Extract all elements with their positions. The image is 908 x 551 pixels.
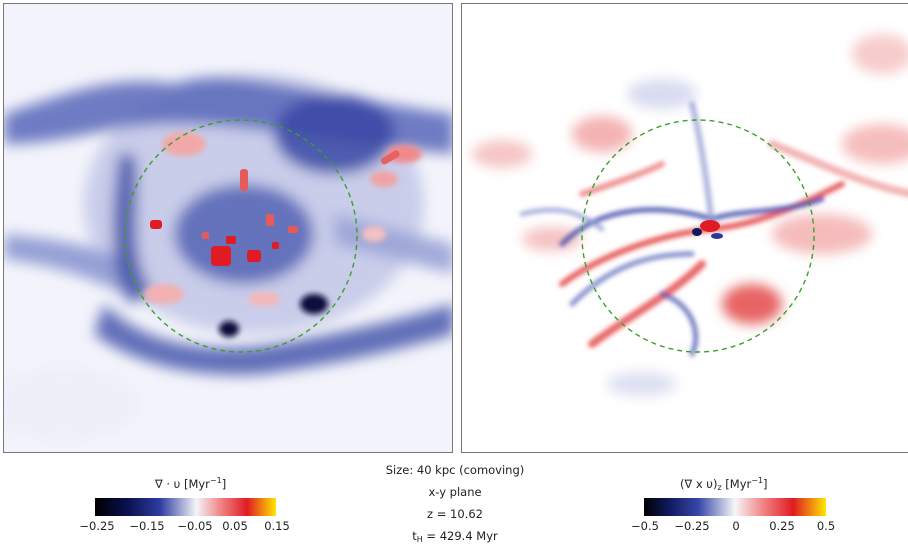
divergence-tick-1: −0.25	[79, 519, 115, 533]
projection-plane-text: x-y plane	[428, 485, 482, 499]
divergence-label-end: ]	[221, 477, 227, 491]
time-symbol: t	[412, 529, 417, 543]
hubble-time-text: tH = 429.4 Myr	[370, 525, 540, 547]
divergence-colorbar-label: ∇ · υ [Myr−1]	[155, 476, 226, 491]
divergence-map-panel	[3, 3, 453, 453]
vorticity-map-image	[462, 4, 908, 452]
vorticity-tick-2: −0.25	[674, 519, 710, 533]
vorticity-map-panel	[461, 3, 908, 453]
time-value: = 429.4 Myr	[426, 529, 498, 543]
divergence-map-image	[4, 4, 452, 452]
vorticity-colorbar-gradient	[644, 498, 826, 516]
divergence-label-text: ∇ · υ [Myr	[155, 477, 210, 491]
divergence-tick-3: −0.05	[177, 519, 213, 533]
vorticity-colorbar-label: (∇ x υ)z [Myr−1]	[680, 476, 768, 492]
time-subscript: H	[416, 535, 423, 544]
virial-radius-circle	[581, 119, 815, 353]
vorticity-label-exponent: −1	[751, 476, 764, 485]
vorticity-tick-3: 0	[732, 519, 740, 533]
box-size-text: Size: 40 kpc (comoving)	[385, 463, 525, 477]
vorticity-tick-5: 0.5	[816, 519, 836, 533]
vorticity-label-text: (∇ x υ)	[680, 477, 718, 491]
divergence-colorbar	[95, 498, 276, 516]
divergence-colorbar-gradient	[95, 498, 276, 516]
virial-radius-circle	[124, 119, 358, 353]
divergence-label-exponent: −1	[209, 476, 222, 485]
divergence-tick-4: 0.05	[222, 519, 248, 533]
vorticity-tick-4: 0.25	[769, 519, 795, 533]
divergence-tick-5: 0.15	[264, 519, 290, 533]
vorticity-label-end: ]	[763, 477, 768, 491]
vorticity-colorbar	[644, 498, 826, 516]
vorticity-label-subscript: z	[717, 483, 722, 492]
vorticity-label-units: [Myr	[721, 477, 752, 491]
simulation-info: Size: 40 kpc (comoving) x-y plane z = 10…	[370, 459, 540, 547]
divergence-tick-2: −0.15	[129, 519, 165, 533]
redshift-text: z = 10.62	[427, 507, 483, 521]
vorticity-tick-1: −0.5	[631, 519, 659, 533]
